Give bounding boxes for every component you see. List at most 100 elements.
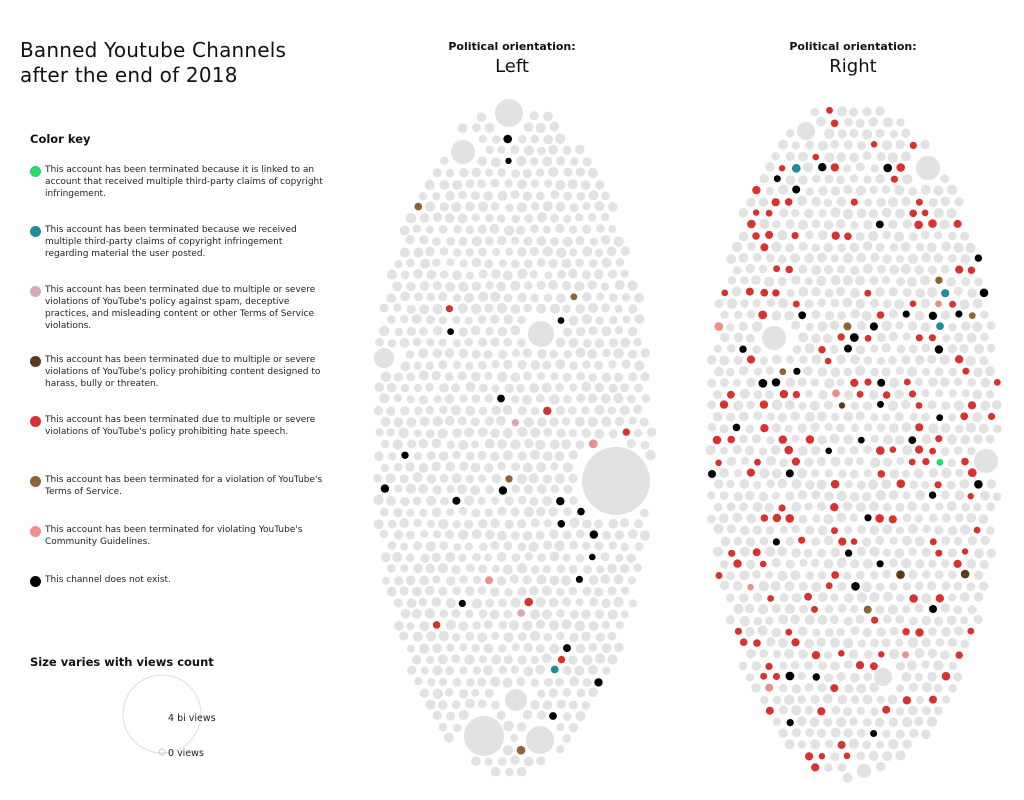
channel-bubble [446,576,456,586]
channel-bubble [978,514,989,524]
channel-bubble [894,389,904,400]
channel-bubble-hate-speech [746,355,756,364]
channel-bubble [608,383,618,393]
channel-bubble-hate-speech [817,707,826,716]
channel-bubble [825,739,834,748]
channel-bubble [980,332,989,342]
color-swatch-teal [30,226,41,237]
channel-bubble [823,265,834,275]
channel-bubble [400,406,410,416]
channel-bubble [497,461,506,471]
channel-bubble [490,451,500,461]
channel-bubble [529,246,539,256]
channel-bubble [445,552,456,563]
channel-bubble [842,571,852,580]
channel-bubble [373,405,384,416]
channel-bubble [863,175,872,184]
channel-bubble [412,337,422,347]
channel-bubble [413,361,422,370]
color-key-text: This account has been terminated because… [45,165,323,199]
channel-bubble [779,593,789,603]
channel-bubble [556,428,566,438]
channel-bubble [718,513,729,524]
channel-bubble [935,638,945,647]
channel-bubble [453,225,462,234]
channel-bubble [771,241,782,252]
channel-bubble [392,439,403,450]
channel-bubble [822,694,833,704]
channel-bubble [407,665,417,675]
channel-bubble [877,356,886,365]
channel-bubble [562,597,572,607]
channel-bubble [400,291,410,302]
channel-bubble [639,417,649,427]
channel-bubble [373,494,384,505]
channel-bubble [458,621,469,631]
channel-bubble-large [762,326,786,350]
channel-bubble-community-guidelines [747,583,754,591]
channel-bubble [477,156,488,167]
channel-bubble-hate-speech [778,504,786,512]
channel-bubble [582,202,591,211]
channel-bubble [940,196,950,207]
channel-bubble [575,304,585,314]
channel-bubble [719,355,730,366]
channel-bubble [857,141,866,151]
channel-bubble-large [464,716,504,756]
channel-bubble [720,332,730,343]
channel-bubble [452,315,461,324]
channel-bubble [477,496,486,505]
channel-bubble-hate-speech [949,300,957,308]
channel-bubble [439,541,449,551]
channel-bubble-hate-speech [831,231,840,240]
channel-bubble [881,320,892,331]
channel-bubble [582,678,592,688]
channel-bubble [393,417,404,428]
channel-bubble [581,406,590,415]
channel-bubble [901,558,912,569]
channel-bubble [471,688,480,697]
channel-bubble-hate-speech [792,300,800,308]
channel-bubble [973,502,982,512]
channel-bubble [498,349,508,359]
channel-bubble [613,596,624,608]
channel-bubble [973,592,984,602]
channel-bubble [953,605,963,615]
channel-bubble [966,512,977,523]
channel-bubble [719,468,729,478]
channel-bubble [543,632,553,642]
channel-bubble [941,581,951,590]
channel-bubble [489,609,500,620]
channel-bubble [432,643,443,653]
channel-bubble [432,485,442,495]
channel-bubble [393,303,402,312]
channel-bubble [600,552,610,562]
channel-bubble [581,428,591,438]
channel-bubble-hate-speech [765,706,774,715]
channel-bubble [812,514,821,523]
channel-bubble [765,546,776,557]
channel-bubble [934,231,943,240]
channel-bubble [740,456,750,465]
channel-bubble [405,483,417,494]
channel-bubble [620,610,629,619]
channel-bubble [438,677,448,687]
channel-bubble [588,621,599,631]
channel-bubble [628,349,637,359]
channel-bubble [921,547,931,557]
channel-bubble [836,175,845,184]
channel-bubble [889,469,900,479]
channel-bubble [496,281,506,292]
channel-bubble [458,327,468,337]
channel-bubble [548,167,559,177]
channel-bubble [510,372,521,383]
channel-bubble-hate-speech [955,265,964,274]
channel-bubble [804,638,814,649]
channel-bubble [405,530,415,540]
channel-bubble [562,734,571,743]
channel-bubble [530,565,540,574]
channel-bubble [478,247,487,257]
channel-bubble [965,422,976,433]
channel-bubble [731,241,743,253]
channel-bubble-hate-speech [915,445,924,454]
